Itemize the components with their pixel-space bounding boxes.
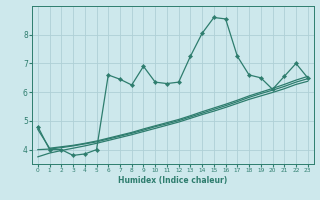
X-axis label: Humidex (Indice chaleur): Humidex (Indice chaleur) (118, 176, 228, 185)
